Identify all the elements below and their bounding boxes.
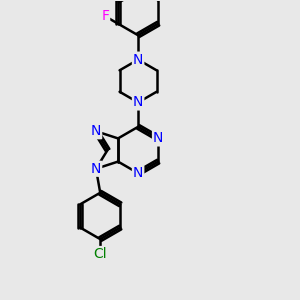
- Text: N: N: [91, 124, 101, 138]
- Text: N: N: [133, 52, 143, 67]
- Text: F: F: [101, 9, 109, 23]
- Text: Cl: Cl: [93, 247, 107, 261]
- Text: N: N: [133, 166, 143, 180]
- Text: N: N: [133, 95, 143, 110]
- Text: N: N: [91, 162, 101, 176]
- Text: N: N: [153, 131, 164, 146]
